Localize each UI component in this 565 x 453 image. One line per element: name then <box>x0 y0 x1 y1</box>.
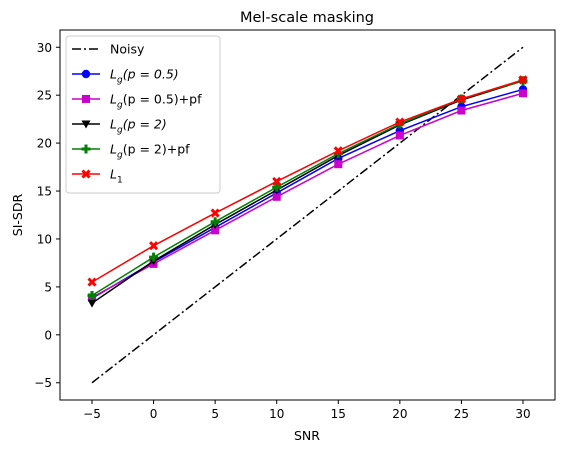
legend-item-1: Lg(p = 0.5) <box>72 67 179 86</box>
y-tick-label: −5 <box>34 376 52 390</box>
series-line-1 <box>91 88 524 300</box>
y-axis: −5 0 5 10 15 20 25 30 <box>34 41 60 390</box>
data-point-5-1 <box>149 241 159 251</box>
legend-item-5: L1 <box>72 167 123 186</box>
legend-label: Noisy <box>110 42 145 57</box>
data-point-5-5 <box>395 117 405 127</box>
y-tick-label: 30 <box>37 41 52 55</box>
data-point-2-7 <box>518 89 527 98</box>
y-tick-label: 25 <box>37 89 52 103</box>
legend-item-4: Lg(p = 2)+pf <box>72 142 190 161</box>
data-point-2-2 <box>211 226 220 235</box>
y-tick-label: 0 <box>44 328 52 342</box>
data-point-5-6 <box>456 94 466 104</box>
data-point-2-6 <box>457 106 466 115</box>
x-tick-label: 5 <box>211 407 219 421</box>
data-point-5-0 <box>87 277 97 287</box>
chart-title: Mel-scale masking <box>240 10 374 26</box>
y-tick-label: 5 <box>44 280 52 294</box>
x-tick-label: 20 <box>392 407 407 421</box>
y-tick-label: 15 <box>37 185 52 199</box>
y-tick-label: 10 <box>37 232 52 246</box>
data-point-3-0 <box>87 299 97 308</box>
legend-label: Lg(p = 0.5)+pf <box>110 92 202 111</box>
x-tick-label: 0 <box>150 407 158 421</box>
x-tick-label: 10 <box>269 407 284 421</box>
x-tick-label: 15 <box>331 407 346 421</box>
data-point-2-3 <box>272 192 281 201</box>
series-line-5 <box>91 79 524 283</box>
legend: Noisy Lg(p = 0.5) Lg(p = 0.5)+pf Lg(p = 2) L… <box>65 35 221 194</box>
series-5 <box>87 75 528 287</box>
data-point-5-7 <box>518 75 528 85</box>
legend-label: L1 <box>110 167 123 186</box>
x-tick-label: 25 <box>454 407 469 421</box>
axes-frame <box>59 29 556 401</box>
legend-marker <box>81 69 91 79</box>
legend-marker <box>82 95 90 103</box>
data-point-5-2 <box>210 208 220 218</box>
data-point-5-4 <box>333 146 343 156</box>
x-tick-label: 30 <box>515 407 530 421</box>
x-tick-label: −5 <box>83 407 101 421</box>
y-axis-label: SI-SDR <box>10 194 25 237</box>
legend-marker <box>81 169 91 179</box>
data-point-4-2 <box>210 217 220 227</box>
x-axis-label: SNR <box>294 428 320 443</box>
legend-marker <box>81 144 91 154</box>
data-point-2-5 <box>395 131 404 140</box>
data-point-4-0 <box>87 291 97 301</box>
legend-label: Lg(p = 2)+pf <box>110 142 190 161</box>
legend-marker <box>81 120 91 129</box>
data-point-5-3 <box>272 176 282 187</box>
data-point-2-4 <box>334 160 343 169</box>
legend-item-2: Lg(p = 0.5)+pf <box>72 92 202 111</box>
data-point-4-3 <box>272 182 282 192</box>
legend-item-0: Noisy <box>72 42 145 57</box>
data-point-4-1 <box>149 252 159 262</box>
series-line-2 <box>91 92 524 299</box>
y-tick-label: 20 <box>37 137 52 151</box>
legend-box <box>65 35 221 194</box>
legend-label: Lg(p = 0.5) <box>110 67 179 86</box>
legend-item-3: Lg(p = 2) <box>72 117 167 136</box>
plot-area <box>87 46 528 384</box>
x-axis: −5 0 5 10 15 20 25 30 <box>83 400 531 421</box>
legend-label: Lg(p = 2) <box>110 117 167 136</box>
series-line-3 <box>91 80 524 304</box>
